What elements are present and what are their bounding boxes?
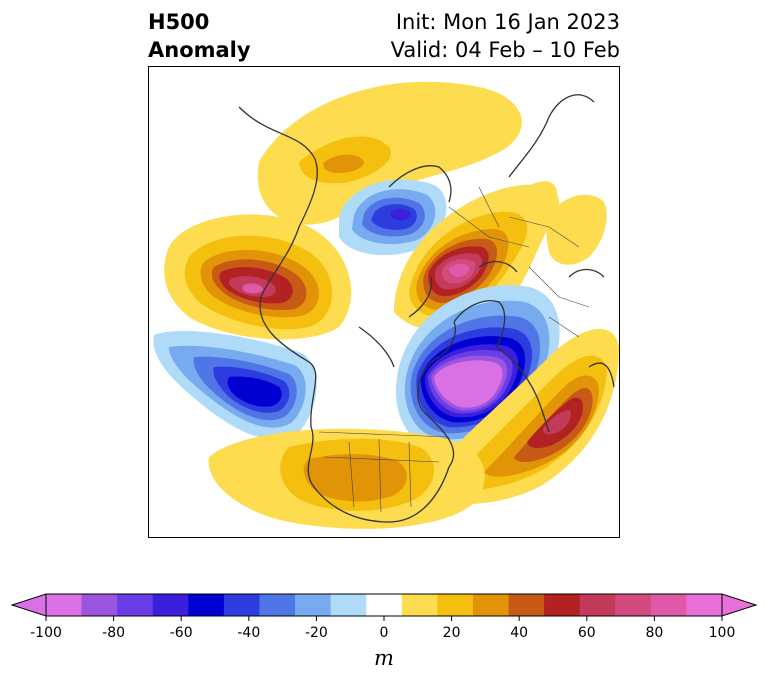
colorbar-segment	[188, 594, 225, 616]
anomaly-negative-atlantic	[395, 285, 560, 448]
colorbar-segment	[81, 594, 118, 616]
colorbar-segment	[544, 594, 581, 616]
anomaly-negative-pacific	[153, 331, 317, 440]
colorbar-segment	[508, 594, 545, 616]
coastlines	[238, 94, 615, 523]
colorbar-segment	[117, 594, 154, 616]
colorbar-extend-under	[10, 593, 47, 617]
colorbar-tick-label: 60	[577, 625, 596, 641]
colorbar-units: m	[374, 646, 394, 670]
colorbar	[0, 580, 768, 684]
title-block-right: Init: Mon 16 Jan 2023 Valid: 04 Feb – 10…	[391, 8, 620, 64]
valid-range: Valid: 04 Feb – 10 Feb	[390, 38, 620, 62]
colorbar-segment	[437, 594, 474, 616]
colorbar-segment	[330, 594, 367, 616]
colorbar-segment	[46, 594, 83, 616]
colorbar-segment	[615, 594, 652, 616]
colorbar-tick-label: -100	[30, 625, 62, 641]
colorbar-tick-label: 40	[510, 625, 529, 641]
colorbar-segment	[650, 594, 687, 616]
colorbar-segment	[259, 594, 296, 616]
field-subtitle: Anomaly	[148, 38, 251, 62]
country-borders	[318, 186, 590, 513]
map-panel	[148, 66, 620, 538]
colorbar-tick-label: 80	[645, 625, 664, 641]
colorbar-segment	[152, 594, 189, 616]
title-block-left: H500 Anomaly	[148, 8, 251, 64]
anomaly-positive-scandinavia	[394, 181, 559, 331]
colorbar-tick-label: 20	[442, 625, 461, 641]
colorbar-segment	[686, 594, 723, 616]
anomaly-positive-central-asia	[164, 214, 352, 340]
colorbar-bar	[10, 593, 758, 621]
anomaly-positive-siberia	[257, 81, 522, 225]
colorbar-segment	[579, 594, 616, 616]
colorbar-segment	[366, 594, 403, 616]
colorbar-extend-over	[721, 593, 758, 617]
colorbar-tick-label: -80	[102, 625, 126, 641]
colorbar-tick-label: -40	[237, 625, 261, 641]
colorbar-tick-label: -20	[304, 625, 328, 641]
anomaly-positive-canada	[546, 194, 607, 265]
colorbar-tick-label: 0	[379, 625, 389, 641]
field-title: H500	[148, 10, 210, 34]
init-date: Init: Mon 16 Jan 2023	[395, 10, 620, 34]
colorbar-segment	[295, 594, 332, 616]
anomaly-map	[153, 81, 619, 529]
colorbar-segment	[223, 594, 260, 616]
colorbar-tick-label: 100	[708, 625, 736, 641]
colorbar-segment	[472, 594, 510, 616]
anomaly-negative-arctic	[339, 179, 447, 256]
colorbar-segment	[401, 594, 438, 616]
colorbar-tick-label: -60	[169, 625, 193, 641]
